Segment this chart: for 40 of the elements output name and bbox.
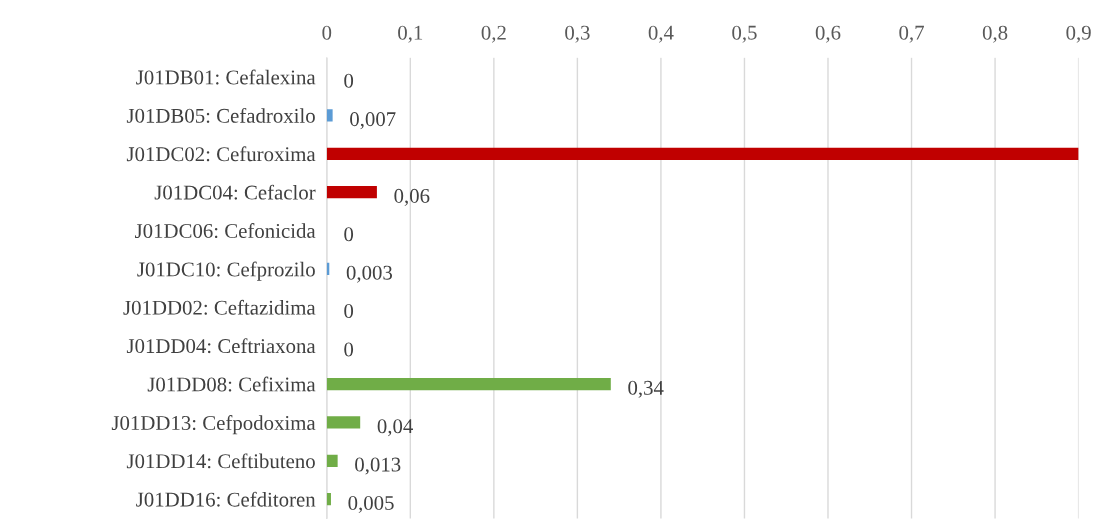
data-label: 0,34 (628, 380, 664, 398)
data-label: 0,003 (346, 265, 393, 283)
bar (326, 493, 331, 506)
y-tick-label: J01DC04: Cefaclor (154, 184, 316, 200)
data-label: 0 (344, 342, 354, 357)
x-tick-label: 0,4 (648, 25, 674, 43)
y-tick-label: J01DD04: Ceftriaxona (126, 338, 316, 354)
x-tick-label: 0,6 (815, 25, 841, 43)
data-label: 0 (344, 73, 354, 88)
bar (326, 416, 361, 429)
bar (326, 377, 611, 391)
data-label: 0 (344, 304, 354, 319)
bar (326, 109, 333, 122)
x-tick-label: 0,9 (1066, 25, 1091, 43)
x-tick-label: 0 (322, 25, 332, 40)
x-tick-label: 0,3 (565, 25, 590, 43)
y-tick-label: J01DD13: Cefpodoxima (111, 415, 316, 435)
bar (326, 186, 377, 199)
y-tick-label: J01DD08: Cefixima (147, 376, 316, 392)
bar (326, 454, 338, 467)
y-tick-label: J01DB05: Cefadroxilo (126, 107, 315, 123)
x-tick-label: 0,1 (398, 25, 423, 43)
y-tick-label: J01DD16: Cefditoren (136, 491, 316, 507)
data-label: 0,04 (377, 419, 413, 437)
data-label: 0,005 (348, 495, 394, 513)
y-tick-label: J01DC10: Cefprozilo (137, 261, 315, 281)
data-label: 0,06 (394, 188, 430, 206)
y-tick-label: J01DD02: Ceftazidima (123, 299, 316, 315)
data-label: 0 (344, 227, 354, 242)
x-tick-label: 0,8 (982, 25, 1008, 43)
y-tick-label: J01DC06: Cefonicida (134, 223, 316, 239)
y-tick-label: J01DB01: Cefalexina (136, 69, 316, 85)
x-tick-label: 0,7 (899, 25, 924, 43)
data-label: 0,013 (355, 457, 401, 475)
y-tick-label: J01DC02: Cefuroxima (126, 146, 316, 162)
x-tick-label: 0,5 (732, 25, 757, 43)
y-tick-label: J01DD14: Ceftibuteno (126, 453, 315, 469)
x-tick-label: 0,2 (481, 25, 506, 43)
bar (326, 147, 1079, 160)
data-label: 0,007 (350, 112, 396, 130)
